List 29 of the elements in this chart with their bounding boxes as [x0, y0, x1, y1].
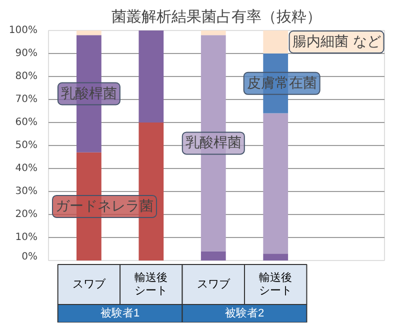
- bar: [200, 251, 226, 260]
- bar: [263, 113, 288, 254]
- x-tick-label: 輸送後シート: [259, 272, 292, 298]
- y-tick-label: 90%: [15, 48, 38, 59]
- series-label: 乳酸桿菌: [185, 135, 242, 152]
- y-tick-label: 80%: [15, 71, 38, 82]
- text: 被験者2: [224, 306, 264, 320]
- bar: [138, 30, 164, 122]
- chart-title: 菌叢解析結果菌占有率（抜粋）: [112, 8, 322, 26]
- y-tick-label: 60%: [15, 117, 38, 128]
- y-tick-label: 50%: [15, 140, 38, 151]
- series-label: ガードネレラ菌: [56, 198, 154, 214]
- y-tick-label: 30%: [15, 186, 38, 197]
- bar: [200, 30, 226, 36]
- series-label: 腸内細菌 など: [292, 34, 381, 50]
- bar: [76, 30, 102, 36]
- y-tick-label: 20%: [15, 209, 38, 220]
- y-tick-label: 10%: [15, 232, 38, 243]
- x-tick-label: スワブ: [196, 278, 231, 290]
- y-tick-label: 40%: [15, 163, 38, 174]
- x-tick-label: 輸送後シート: [134, 272, 168, 298]
- x-tick-label: スワブ: [72, 278, 106, 290]
- text: 被験者1: [100, 306, 140, 320]
- series-label: 皮膚常在菌: [246, 75, 317, 92]
- y-tick-label: 0%: [22, 252, 38, 262]
- y-tick-label: 100%: [8, 25, 38, 36]
- bar: [263, 254, 288, 260]
- y-tick-label: 70%: [15, 94, 38, 105]
- series-label: 乳酸桿菌: [60, 86, 117, 102]
